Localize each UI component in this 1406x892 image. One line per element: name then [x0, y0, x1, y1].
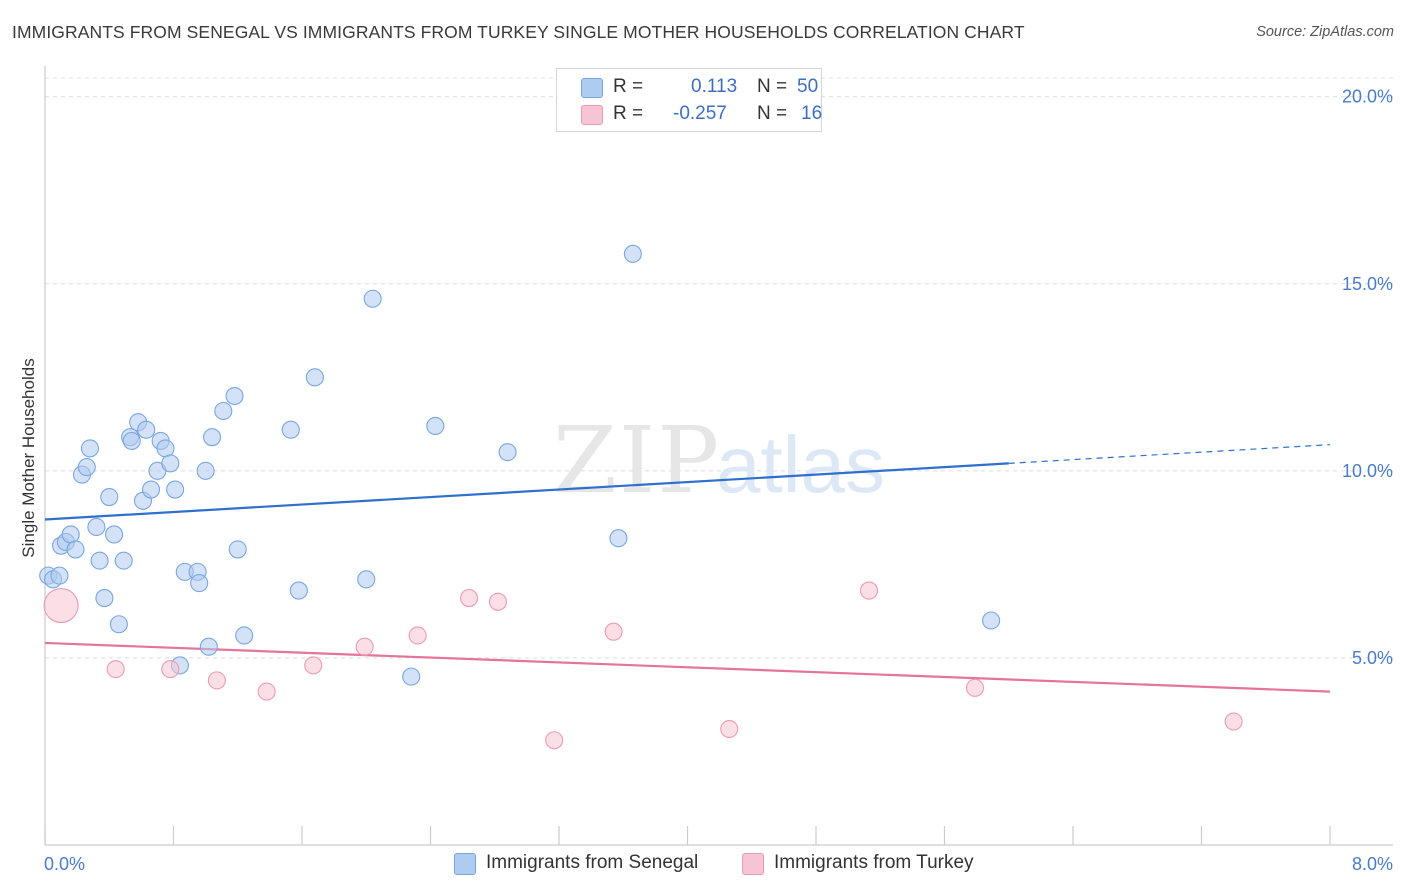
legend-r-value-senegal: 0.113 — [691, 76, 738, 97]
data-point-senegal — [289, 581, 308, 600]
watermark-zip: ZIP — [553, 407, 721, 514]
data-point-senegal — [357, 570, 376, 589]
data-point-senegal — [609, 529, 628, 548]
tick-labels: 5.0% 10.0% 15.0% 20.0% 0.0% 8.0% Single Mother… — [19, 87, 1393, 874]
data-point-turkey — [1224, 712, 1243, 731]
gridlines — [45, 77, 1393, 659]
data-point-senegal — [281, 420, 300, 439]
data-point-senegal — [141, 480, 161, 499]
data-point-turkey — [161, 660, 180, 679]
y-tick-label: 5.0% — [1352, 648, 1393, 668]
data-point-senegal — [402, 667, 421, 686]
data-point-senegal — [190, 574, 209, 593]
data-point-turkey — [965, 678, 985, 697]
legend-swatch-turkey — [581, 105, 603, 125]
legend-r-label: R = — [613, 76, 644, 97]
data-point-senegal — [305, 368, 324, 387]
data-point-turkey — [859, 581, 879, 600]
data-point-senegal — [100, 487, 119, 507]
data-point-senegal — [61, 525, 80, 544]
data-point-turkey — [257, 682, 276, 701]
data-point-senegal — [203, 428, 222, 447]
data-point-senegal — [498, 443, 517, 462]
trend-line-senegal — [44, 462, 1009, 521]
data-point-turkey — [408, 626, 427, 645]
data-point-turkey — [304, 656, 323, 675]
data-point-senegal — [228, 540, 247, 559]
data-point-senegal — [122, 431, 141, 450]
data-point-turkey — [545, 731, 564, 750]
data-point-turkey — [604, 622, 623, 641]
legend-n-label: N = — [757, 76, 788, 97]
legend-n-value-senegal: 50 — [797, 76, 819, 97]
trend-lines — [44, 444, 1331, 693]
legend-swatch-senegal — [581, 78, 603, 98]
data-point-senegal — [225, 386, 244, 406]
watermark-atlas: atlas — [716, 420, 885, 509]
x-tick-label: 8.0% — [1352, 854, 1393, 874]
data-point-senegal — [87, 517, 106, 537]
data-point-turkey — [488, 592, 508, 611]
y-tick-label: 20.0% — [1342, 87, 1393, 107]
data-point-senegal — [214, 401, 233, 421]
bottom-legend-label-turkey: Immigrants from Turkey — [774, 852, 974, 873]
data-point-turkey — [207, 671, 226, 690]
data-point-senegal — [105, 525, 124, 544]
data-point-senegal — [90, 551, 109, 570]
data-point-senegal — [426, 416, 445, 436]
data-point-senegal — [114, 551, 133, 570]
bottom-legend-swatch-turkey — [742, 853, 764, 875]
data-point-senegal — [109, 615, 128, 634]
data-point-senegal — [161, 454, 180, 473]
legend-n-value-turkey: 16 — [801, 103, 823, 124]
y-axis-label: Single Mother Households — [19, 358, 38, 557]
data-point-senegal — [77, 458, 96, 477]
data-point-senegal — [156, 439, 175, 458]
data-point-senegal — [199, 637, 218, 656]
data-point-senegal — [623, 244, 642, 263]
legend-r-value-turkey: -0.257 — [673, 103, 727, 124]
data-point-senegal — [95, 589, 114, 608]
correlation-legend: R = 0.113 N = 50 R = -0.257 N = 16 — [556, 68, 822, 132]
data-point-senegal — [363, 289, 382, 308]
data-point-senegal — [137, 420, 156, 439]
data-point-senegal — [80, 439, 100, 458]
bottom-legend-swatch-senegal — [454, 853, 476, 875]
data-point-turkey — [720, 719, 739, 739]
bottom-legend-label-senegal: Immigrants from Senegal — [486, 852, 699, 873]
axes — [44, 66, 1393, 846]
legend-n-label: N = — [757, 103, 788, 124]
y-tick-label: 15.0% — [1342, 274, 1393, 294]
data-point-senegal — [235, 626, 254, 645]
legend-r-label: R = — [613, 103, 644, 124]
data-point-turkey — [43, 587, 79, 624]
y-tick-label: 10.0% — [1342, 461, 1393, 481]
data-point-senegal — [982, 611, 1001, 630]
data-point-senegal — [50, 566, 69, 585]
data-point-senegal — [166, 480, 185, 499]
data-point-turkey — [355, 637, 374, 656]
chart-source: Source: ZipAtlas.com — [1256, 24, 1394, 40]
data-point-turkey — [106, 660, 125, 679]
data-point-senegal — [66, 540, 85, 559]
data-points — [39, 244, 1243, 750]
trend-line-extension — [1008, 444, 1331, 464]
chart-title: IMMIGRANTS FROM SENEGAL VS IMMIGRANTS FR… — [12, 22, 1025, 42]
data-point-senegal — [196, 461, 215, 480]
x-tick-label: 0.0% — [44, 854, 85, 874]
trend-line-turkey — [44, 641, 1331, 693]
data-point-turkey — [459, 589, 479, 608]
